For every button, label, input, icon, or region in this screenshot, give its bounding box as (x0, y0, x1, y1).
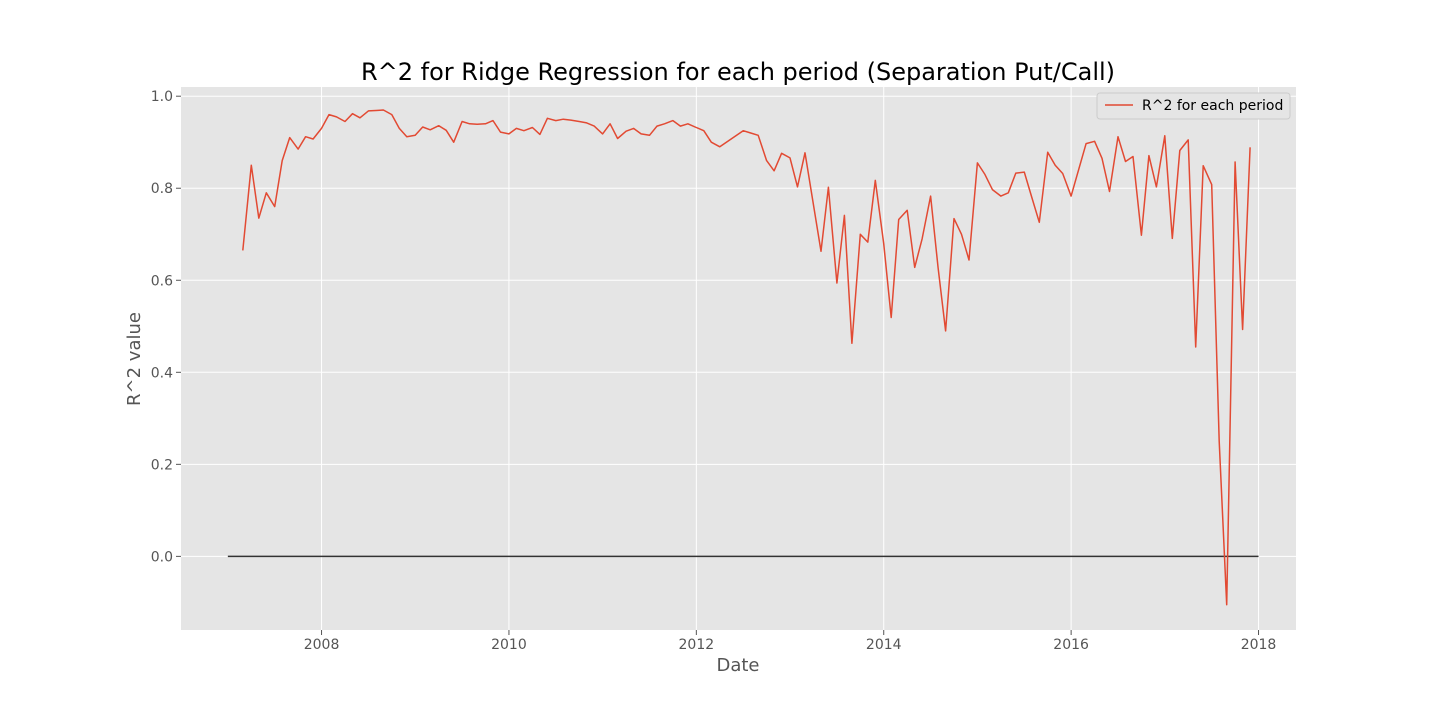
y-axis: 0.0 0.2 0.4 0.6 0.8 1.0 (151, 89, 181, 565)
x-tick-label: 2010 (491, 637, 527, 653)
y-axis-label: R^2 value (124, 312, 145, 406)
x-tick-label: 2012 (679, 637, 715, 653)
series-layer (242, 109, 1251, 606)
x-tick-label: 2016 (1053, 637, 1089, 653)
x-axis-label: Date (716, 655, 759, 676)
chart-title: R^2 for Ridge Regression for each period… (361, 58, 1115, 86)
y-tick-label: 0.0 (151, 549, 173, 565)
y-tick-label: 0.4 (151, 365, 173, 381)
legend-box (1096, 92, 1291, 120)
x-tick-label: 2014 (866, 637, 902, 653)
y-tick-label: 0.6 (151, 273, 173, 289)
legend: R^2 for each period (1096, 92, 1291, 120)
x-axis: 2008 2010 2012 2014 2016 2018 (304, 630, 1277, 653)
y-tick-label: 0.8 (151, 181, 173, 197)
x-tick-label: 2008 (304, 637, 340, 653)
legend-label: R^2 for each period (1142, 98, 1283, 114)
y-tick-label: 0.2 (151, 457, 173, 473)
x-tick-label: 2018 (1241, 637, 1277, 653)
series-line (242, 109, 1251, 606)
plot-area (181, 87, 1296, 630)
y-tick-label: 1.0 (151, 89, 173, 105)
